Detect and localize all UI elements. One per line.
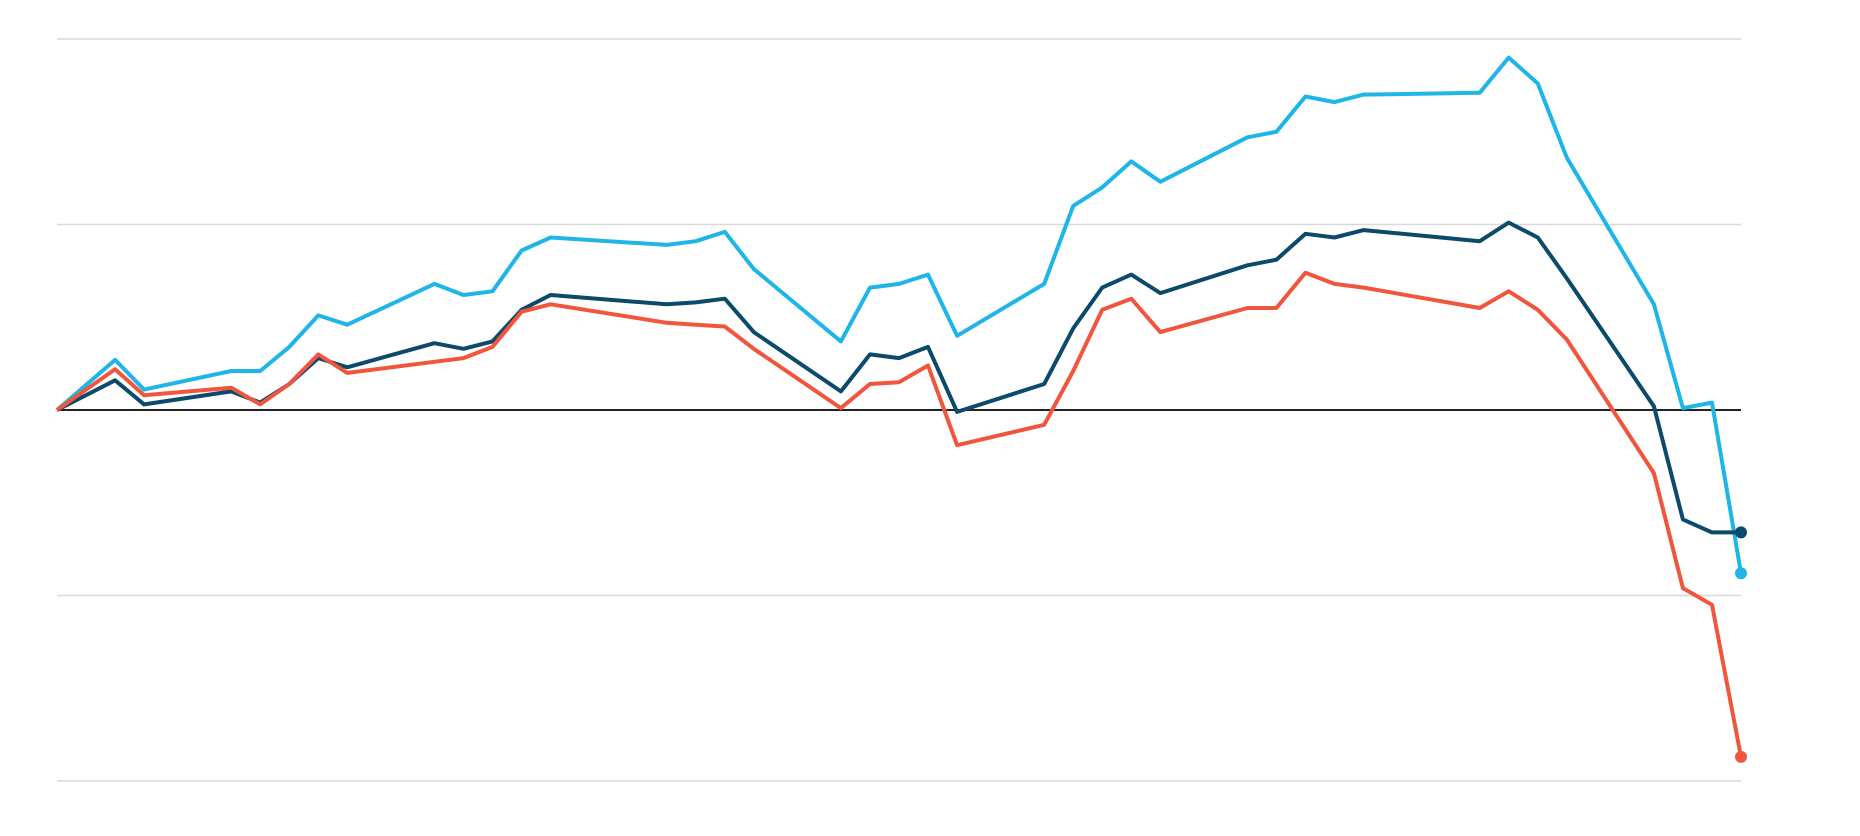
end-marker	[1735, 567, 1747, 580]
end-marker	[1735, 526, 1747, 539]
series-line	[55, 55, 1743, 574]
series-line	[55, 270, 1743, 758]
series-line	[56, 220, 1741, 535]
end-marker	[1735, 750, 1747, 763]
